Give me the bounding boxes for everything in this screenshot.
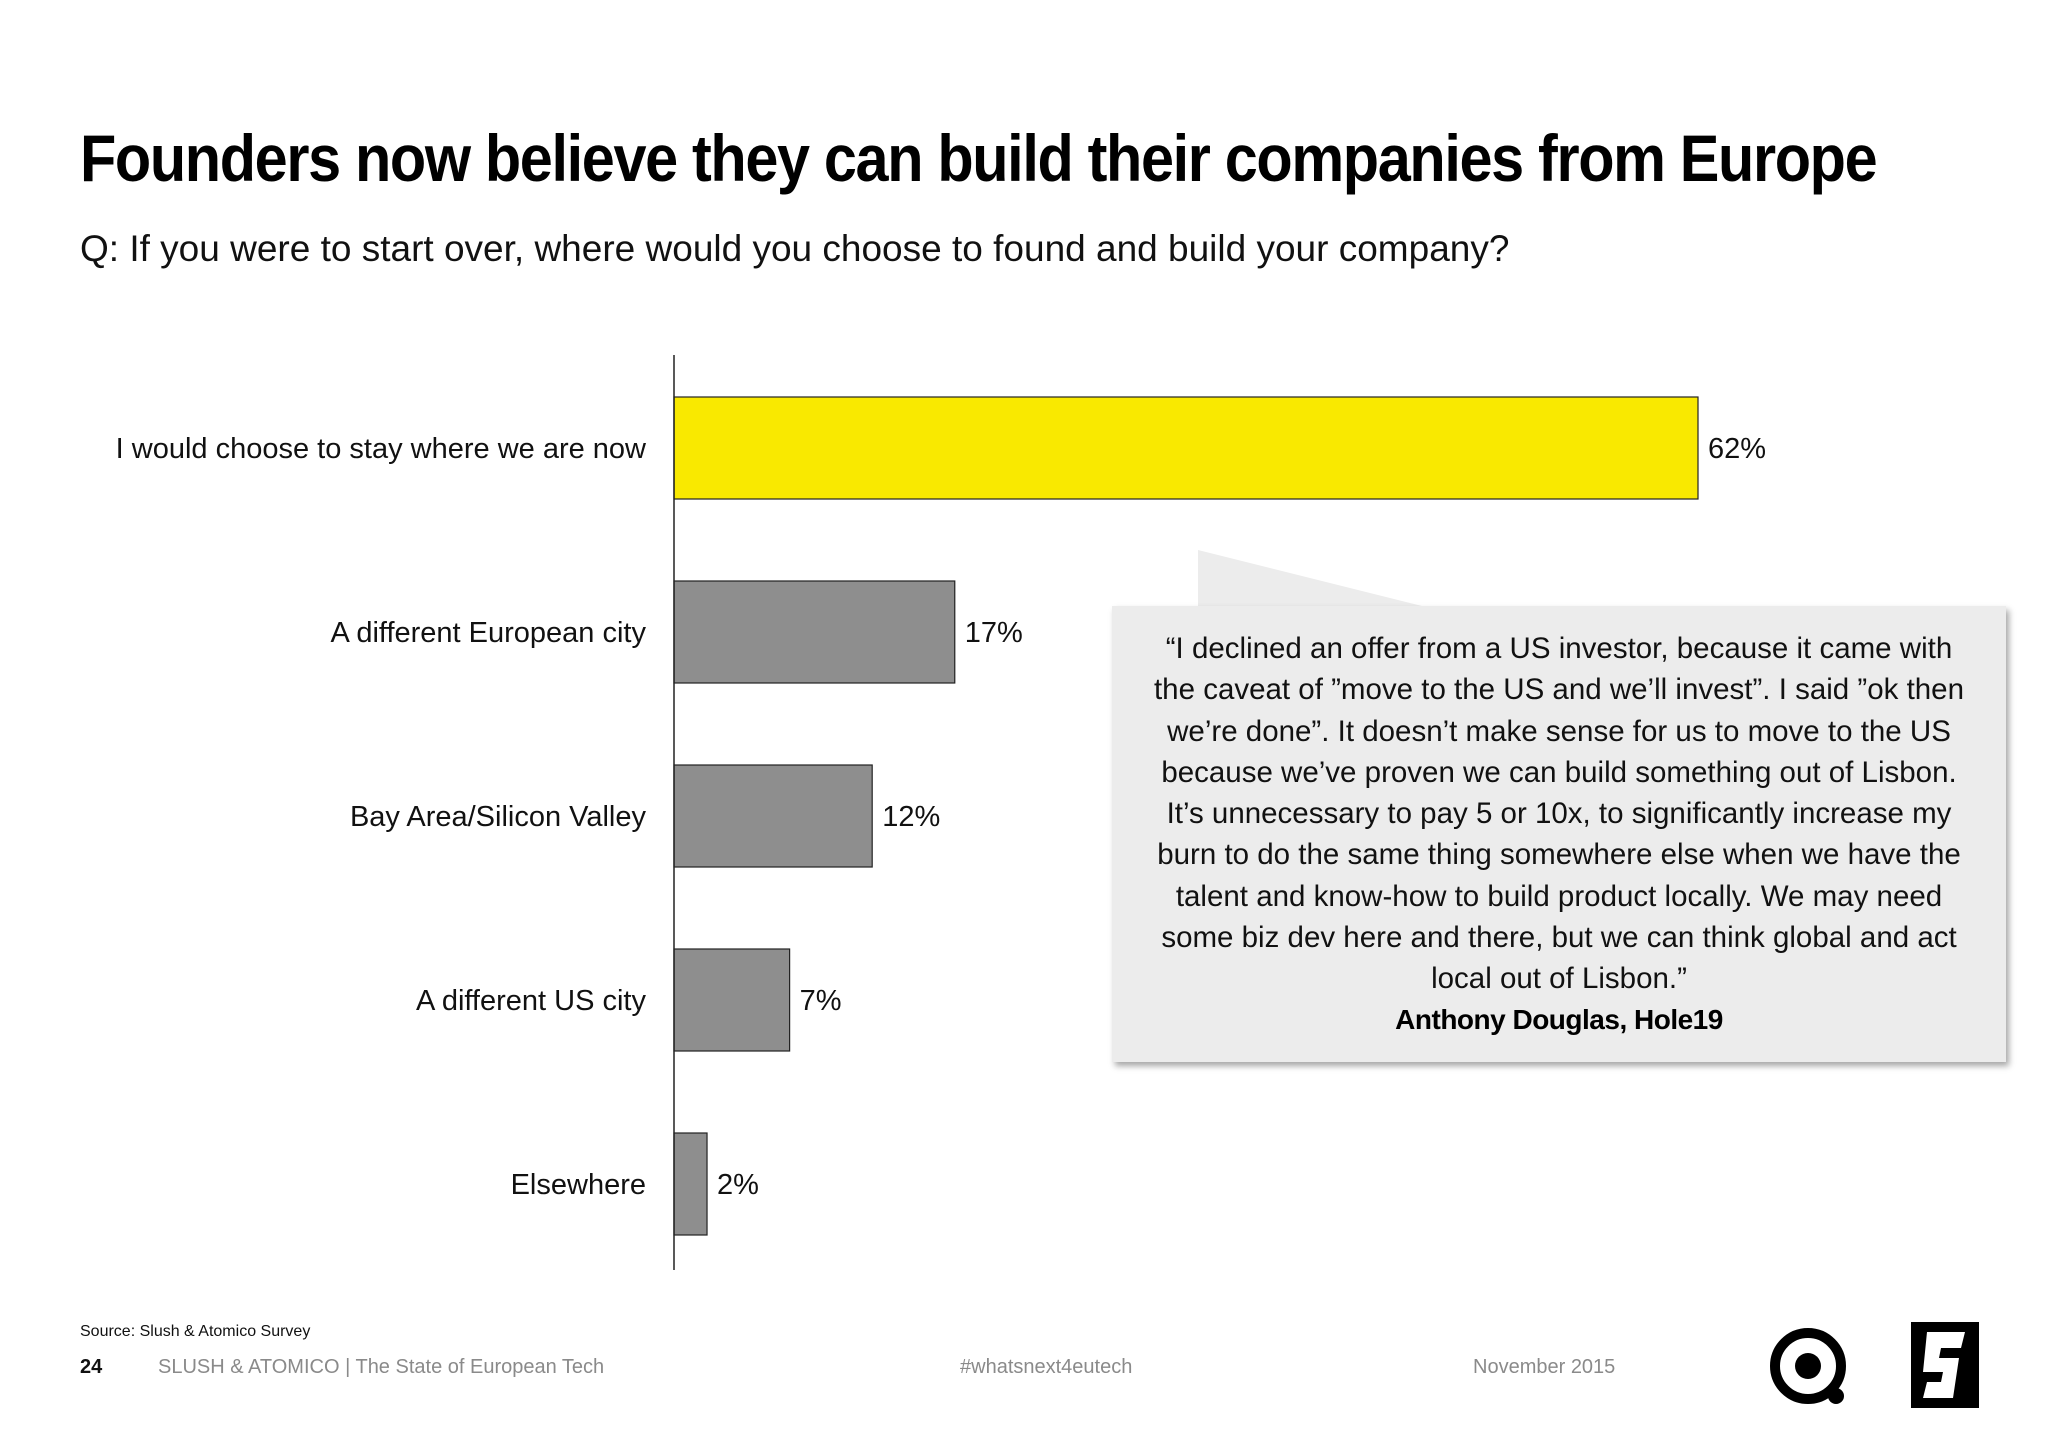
- bar-3: [673, 948, 791, 1052]
- value-label-1: 17%: [965, 617, 1023, 649]
- bar-chart: I would choose to stay where we are now 6…: [116, 355, 1766, 1270]
- value-label-4: 2%: [717, 1169, 759, 1201]
- quote-author: Anthony Douglas, Hole19: [1395, 1004, 1723, 1035]
- hashtag: #whatsnext4eutech: [960, 1356, 1133, 1378]
- category-label-4: Elsewhere: [511, 1169, 646, 1201]
- report-date: November 2015: [1473, 1356, 1616, 1378]
- quote-text: “I declined an offer from a US investor,…: [1153, 632, 1964, 996]
- atomico-logo-icon: [1770, 1328, 1846, 1404]
- report-name: SLUSH & ATOMICO | The State of European …: [158, 1356, 605, 1378]
- source-note: Source: Slush & Atomico Survey: [80, 1323, 311, 1340]
- bar-1: [673, 580, 956, 684]
- quote-box: [1112, 606, 2006, 1062]
- value-label-2: 12%: [882, 801, 940, 833]
- page-number: 24: [80, 1356, 103, 1378]
- value-label-0: 62%: [1708, 433, 1766, 465]
- bar-4: [673, 1132, 708, 1236]
- value-label-3: 7%: [800, 985, 842, 1017]
- slide-title: Founders now believe they can build thei…: [80, 121, 1878, 195]
- survey-question: Q: If you were to start over, where woul…: [80, 228, 1510, 269]
- category-label-2: Bay Area/Silicon Valley: [350, 801, 647, 833]
- bar-2: [673, 764, 873, 868]
- category-label-1: A different European city: [331, 617, 647, 649]
- category-label-3: A different US city: [416, 985, 646, 1017]
- category-label-0: I would choose to stay where we are now: [116, 433, 647, 465]
- bar-0: [673, 396, 1699, 500]
- slush-logo-icon: [1911, 1322, 1979, 1408]
